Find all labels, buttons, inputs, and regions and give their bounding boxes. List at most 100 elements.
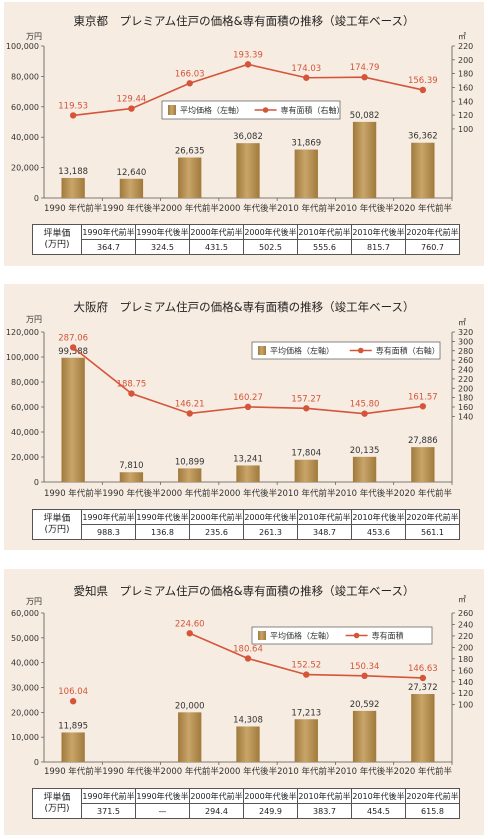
y-tick-label: 20,000 — [11, 453, 39, 462]
tsubo-label: 坪単価 (万円) — [32, 224, 82, 255]
area-point — [69, 112, 77, 119]
x-tick-label: 2010 年代前半 — [277, 766, 336, 777]
tsubo-value: 371.5 — [81, 803, 136, 819]
tsubo-header: 2010年代後半 — [351, 509, 406, 525]
tsubo-header: 2020年代前半 — [405, 509, 460, 525]
y2-tick-label: 320 — [458, 328, 473, 337]
area-point — [361, 74, 368, 81]
chart-title: 東京都 プレミアム住戸の価格&専有面積の推移（竣工年ベース） — [73, 14, 415, 28]
legend-bar-swatch — [258, 346, 266, 355]
bar-value-label: 13,241 — [233, 454, 263, 464]
chart-panel-osaka: 大阪府 プレミアム住戸の価格&専有面積の推移（竣工年ベース） 万円 ㎡ 0 20,00… — [4, 284, 484, 550]
area-point — [303, 74, 310, 81]
area-value-label: 152.52 — [291, 661, 321, 671]
bar-value-label: 20,592 — [350, 700, 380, 710]
x-tick-label: 2010 年代前半 — [277, 488, 336, 499]
bar — [119, 472, 144, 482]
area-value-label: 174.79 — [350, 63, 380, 73]
tsubo-value: 249.9 — [243, 803, 298, 819]
x-tick-label: 2000 年代後半 — [219, 488, 278, 499]
legend-box — [251, 341, 441, 360]
x-tick-label: 2000 年代後半 — [219, 766, 278, 777]
area-value-label: 119.53 — [58, 101, 88, 111]
tsubo-value: 615.8 — [405, 803, 460, 819]
area-point — [186, 410, 193, 417]
area-point — [244, 403, 252, 411]
y-tick-label: 20,000 — [11, 164, 39, 173]
area-point — [361, 672, 368, 680]
y2-tick-label: 200 — [458, 56, 473, 65]
bar-value-label: 36,362 — [408, 132, 438, 142]
tsubo-header: 2000年代前半 — [189, 788, 244, 804]
tsubo-value: 760.7 — [405, 239, 460, 255]
bar — [411, 142, 435, 198]
y2-tick-label: 140 — [458, 97, 473, 106]
legend-bar-swatch — [258, 631, 266, 640]
y-tick-label: 80,000 — [11, 378, 39, 387]
area-point — [128, 390, 135, 397]
tsubo-value: 235.6 — [189, 524, 244, 540]
bar — [352, 456, 377, 482]
x-tick-label: 2020 年代前半 — [394, 766, 453, 777]
tsubo-header: 2000年代前半 — [189, 224, 244, 240]
y2-tick-label: 260 — [458, 356, 473, 365]
tsubo-label: 坪単価 (万円) — [32, 788, 82, 819]
x-tick-label: 2020 年代前半 — [394, 488, 453, 499]
y-unit-label: 万円 — [26, 32, 42, 41]
tsubo-value-row: 364.7 324.5 431.5 502.5 555.6 815.7 760.… — [33, 239, 460, 255]
chart-panel-aichi: 愛知県 プレミアム住戸の価格&専有面積の推移（竣工年ベース） 万円 ㎡ 0 10,00… — [4, 569, 484, 835]
x-tick-label: 2020 年代前半 — [394, 203, 453, 214]
tsubo-header: 1990年代前半 — [81, 224, 136, 240]
y-tick-label: 0 — [34, 194, 39, 203]
tsubo-label: 坪単価 (万円) — [32, 509, 82, 540]
tsubo-header: 1990年代後半 — [135, 509, 190, 525]
tsubo-header: 2010年代後半 — [351, 224, 406, 240]
tsubo-header: 1990年代後半 — [135, 788, 190, 804]
area-value-label: 146.63 — [408, 664, 438, 674]
bar-value-label: 17,804 — [291, 449, 321, 459]
bar — [294, 459, 318, 482]
bar-value-label: 10,899 — [175, 457, 205, 467]
tsubo-value: 348.7 — [297, 524, 352, 540]
area-value-label: 287.06 — [58, 333, 88, 343]
y2-tick-label: 220 — [458, 42, 473, 51]
y2-tick-label: 300 — [458, 337, 473, 346]
y2-tick-label: 200 — [458, 643, 473, 652]
bar-value-label: 12,640 — [117, 168, 147, 178]
chart-svg-tokyo: 万円 ㎡ 0 20,000 40,000 60,000 80,000 100,000 100 12… — [6, 32, 473, 214]
x-tick-label: 1990 年代後半 — [102, 203, 161, 214]
area-value-label: 150.34 — [350, 662, 380, 672]
bar — [61, 177, 85, 198]
y-tick-label: 50,000 — [11, 634, 39, 643]
bar — [236, 143, 260, 198]
area-point — [69, 698, 77, 705]
y2-tick-label: 100 — [458, 701, 473, 710]
area-point — [419, 86, 427, 94]
area-value-label: 145.80 — [350, 400, 380, 410]
y2-tick-label: 140 — [458, 678, 473, 687]
y-tick-label: 10,000 — [11, 733, 39, 742]
chart-title: 大阪府 プレミアム住戸の価格&専有面積の推移（竣工年ベース） — [73, 300, 415, 314]
area-value-label: 174.03 — [291, 64, 321, 74]
bar-value-label: 26,635 — [175, 147, 205, 157]
legend-line-label: 専有面積（右軸） — [376, 346, 440, 356]
legend-line-marker — [357, 347, 364, 354]
x-tick-label: 1990 年代前半 — [44, 203, 103, 214]
y-tick-label: 60,000 — [11, 103, 39, 112]
x-tick-label: 1990 年代後半 — [102, 766, 161, 777]
legend-line-marker — [262, 107, 269, 113]
y-tick-label: 60,000 — [11, 609, 39, 618]
x-tick-label: 1990 年代後半 — [102, 488, 161, 499]
y2-tick-label: 140 — [458, 412, 473, 421]
x-tick-label: 2000 年代前半 — [161, 203, 220, 214]
y2-unit-label: ㎡ — [458, 32, 466, 41]
tsubo-value: 324.5 — [135, 239, 190, 255]
y-tick-label: 40,000 — [11, 428, 39, 437]
x-tick-label: 2010 年代後半 — [335, 766, 394, 777]
y2-tick-label: 260 — [458, 609, 473, 618]
tsubo-value: 555.6 — [297, 239, 352, 255]
tsubo-header-row: 坪単価 (万円) 1990年代前半 1990年代後半 2000年代前半 2000年… — [32, 509, 460, 540]
bar-value-label: 7,810 — [119, 461, 143, 471]
tsubo-header-row: 坪単価 (万円) 1990年代前半 1990年代後半 2000年代前半 2000年… — [32, 788, 460, 819]
y2-tick-label: 160 — [458, 83, 473, 92]
